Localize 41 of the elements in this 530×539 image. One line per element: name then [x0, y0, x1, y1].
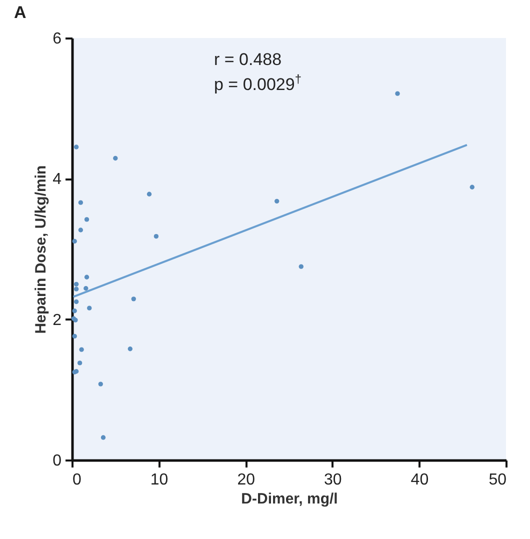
- point: [87, 306, 92, 310]
- point: [146, 192, 152, 196]
- point: [395, 91, 400, 96]
- y-tick-label: 2: [52, 312, 62, 329]
- point: [128, 346, 132, 352]
- x-tick-label: 30: [324, 472, 342, 488]
- annotation: r = 0.488: [214, 50, 282, 69]
- point: [154, 234, 159, 239]
- point: [298, 264, 304, 269]
- point: [77, 360, 82, 366]
- annotation: p = 0.0029†: [214, 72, 302, 94]
- point: [274, 198, 280, 204]
- point: [72, 308, 77, 314]
- y-tick-label: 6: [52, 30, 62, 48]
- x-tick-label: 0: [72, 472, 82, 488]
- x-tick-label: 50: [488, 472, 507, 488]
- point: [131, 296, 136, 302]
- point: [74, 282, 79, 287]
- point: [78, 228, 84, 232]
- point: [470, 184, 474, 190]
- point: [84, 274, 90, 280]
- point: [113, 156, 118, 161]
- point: [100, 435, 106, 440]
- y-axis-title: Heparin Dose, U/kg/min: [32, 165, 50, 334]
- point: [84, 286, 88, 291]
- x-tick-label: 20: [237, 472, 256, 488]
- point: [79, 347, 84, 352]
- x-tick-label: 40: [410, 472, 429, 488]
- point: [74, 144, 79, 150]
- point: [74, 286, 79, 292]
- point: [72, 238, 77, 244]
- point: [78, 200, 84, 205]
- x-tick-label: 10: [150, 472, 168, 488]
- point: [84, 217, 90, 222]
- y-tick-label: 4: [52, 171, 62, 188]
- x-axis-title: D-Dimer, mg/l: [241, 490, 338, 508]
- y-tick-label: 0: [52, 452, 62, 470]
- chart-title: A: [14, 3, 26, 22]
- point: [74, 299, 79, 304]
- point: [72, 334, 77, 339]
- point: [98, 382, 103, 386]
